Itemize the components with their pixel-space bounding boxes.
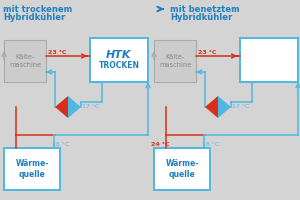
Text: 23 °C: 23 °C (48, 50, 67, 55)
Text: Kälte-
maschine: Kälte- maschine (9, 54, 41, 68)
FancyBboxPatch shape (154, 40, 196, 82)
Text: mit benetztem: mit benetztem (170, 5, 240, 14)
Text: 18 °C: 18 °C (52, 142, 69, 147)
Text: Kälte-
maschine: Kälte- maschine (159, 54, 191, 68)
Text: HTK: HTK (106, 50, 132, 60)
Text: TROCKEN: TROCKEN (98, 62, 140, 71)
Text: 23 °C: 23 °C (198, 50, 217, 55)
Text: 18 °C: 18 °C (202, 142, 219, 147)
Text: 17 °C: 17 °C (232, 104, 249, 108)
Text: mit trockenem: mit trockenem (3, 5, 72, 14)
Text: Wärme-
quelle: Wärme- quelle (15, 159, 49, 179)
FancyBboxPatch shape (4, 40, 46, 82)
FancyBboxPatch shape (154, 148, 210, 190)
Text: Hybridkühler: Hybridkühler (3, 13, 65, 22)
FancyBboxPatch shape (90, 38, 148, 82)
Text: Hybridkühler: Hybridkühler (170, 13, 232, 22)
Text: Wärme-
quelle: Wärme- quelle (165, 159, 199, 179)
Polygon shape (205, 96, 218, 118)
Polygon shape (68, 96, 81, 118)
Polygon shape (55, 96, 68, 118)
Polygon shape (218, 96, 231, 118)
Text: 24 °C: 24 °C (151, 142, 170, 147)
FancyBboxPatch shape (4, 148, 60, 190)
FancyBboxPatch shape (240, 38, 298, 82)
Text: 17 °C: 17 °C (82, 104, 99, 108)
